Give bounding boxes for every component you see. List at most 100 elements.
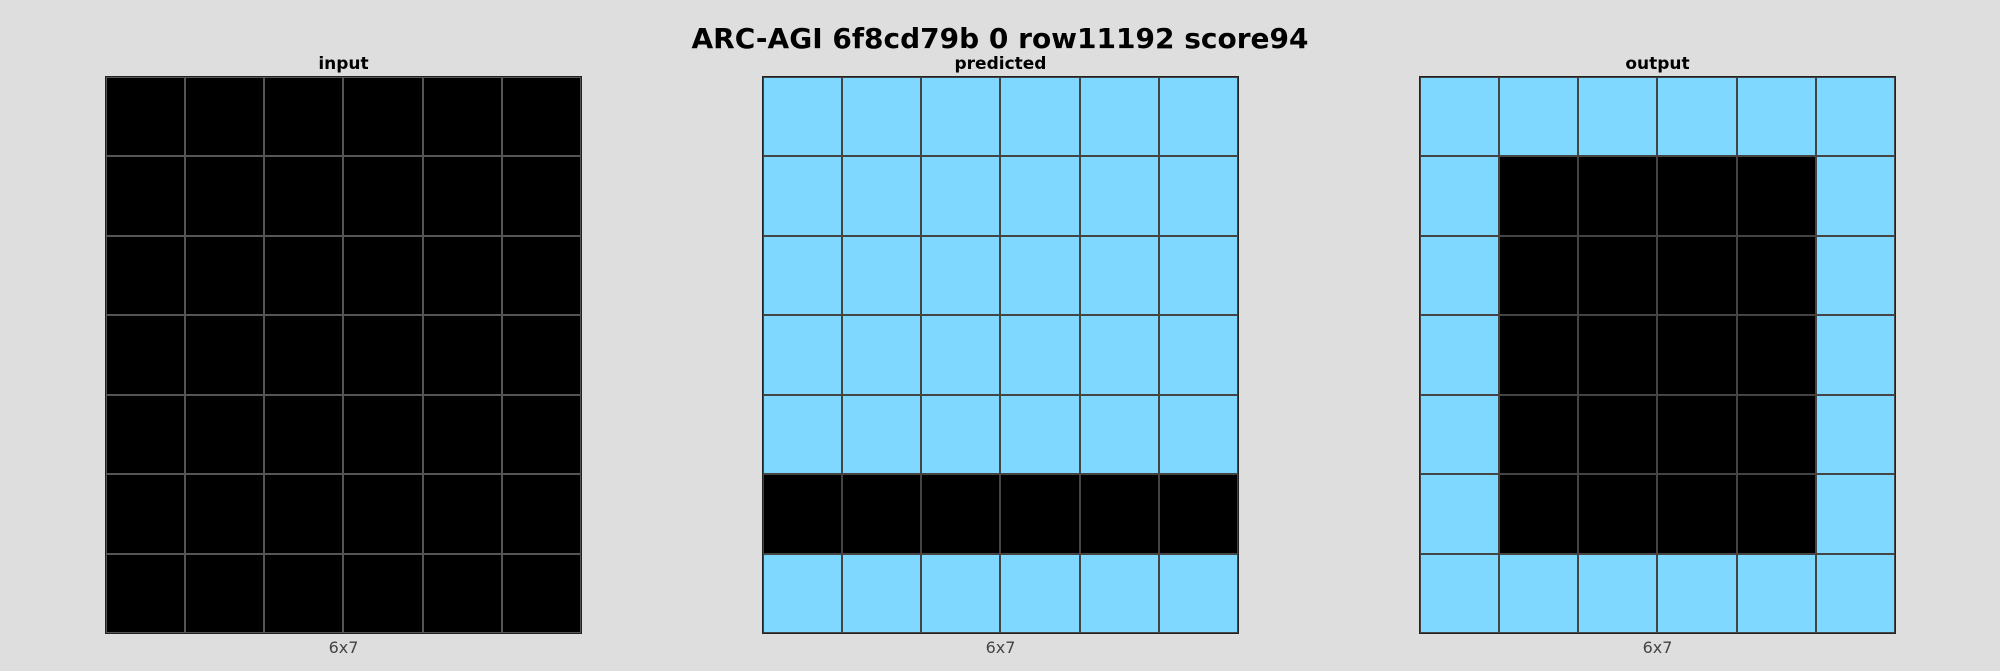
grid-cell bbox=[185, 156, 265, 236]
predicted-grid bbox=[762, 76, 1239, 634]
grid-cell bbox=[763, 474, 843, 554]
grid-cell bbox=[842, 553, 922, 633]
grid-cell bbox=[422, 156, 502, 236]
grid-cell bbox=[1736, 156, 1816, 236]
grid-cell bbox=[501, 474, 581, 554]
grid-cell bbox=[1079, 235, 1159, 316]
grid-cell bbox=[501, 156, 581, 236]
grid-cell bbox=[501, 235, 581, 316]
input-panel: input 6x7 bbox=[105, 52, 582, 657]
grid-cell bbox=[1079, 394, 1159, 475]
grid-cell bbox=[343, 77, 423, 157]
grid-cell bbox=[343, 235, 423, 316]
grid-cell bbox=[343, 315, 423, 395]
grid-cell bbox=[106, 553, 186, 633]
grid-cell bbox=[1000, 553, 1080, 633]
grid-cell bbox=[1079, 553, 1159, 633]
grid-cell bbox=[1499, 394, 1579, 475]
grid-cell bbox=[1158, 315, 1238, 395]
output-panel: output 6x7 bbox=[1419, 52, 1896, 657]
grid-cell bbox=[264, 553, 344, 633]
grid-cell bbox=[1000, 394, 1080, 475]
predicted-dims: 6x7 bbox=[985, 638, 1016, 657]
grid-cell bbox=[501, 553, 581, 633]
grid-cell bbox=[1736, 474, 1816, 554]
grid-cell bbox=[1578, 553, 1658, 633]
output-label: output bbox=[1625, 54, 1690, 74]
grid-cell bbox=[1158, 474, 1238, 554]
grid-cell bbox=[343, 156, 423, 236]
grid-cell bbox=[1736, 553, 1816, 633]
grid-cell bbox=[842, 156, 922, 236]
grid-cell bbox=[264, 156, 344, 236]
grid-cell bbox=[422, 394, 502, 475]
grid-cell bbox=[1158, 394, 1238, 475]
output-dims: 6x7 bbox=[1642, 638, 1673, 657]
grid-cell bbox=[1499, 235, 1579, 316]
grid-cell bbox=[106, 315, 186, 395]
grid-cell bbox=[501, 315, 581, 395]
grid-cell bbox=[1420, 156, 1500, 236]
grid-cell bbox=[422, 474, 502, 554]
grid-cell bbox=[1578, 77, 1658, 157]
grid-cell bbox=[763, 315, 843, 395]
grid-cell bbox=[1000, 235, 1080, 316]
grid-cell bbox=[1499, 474, 1579, 554]
grid-cell bbox=[1736, 394, 1816, 475]
grid-cell bbox=[921, 553, 1001, 633]
grid-cell bbox=[343, 553, 423, 633]
grid-cell bbox=[1657, 553, 1737, 633]
grid-cell bbox=[501, 394, 581, 475]
grid-cell bbox=[1578, 156, 1658, 236]
grid-cell bbox=[921, 235, 1001, 316]
grid-cell bbox=[264, 77, 344, 157]
grid-cell bbox=[921, 156, 1001, 236]
grid-cell bbox=[763, 394, 843, 475]
grid-cell bbox=[1657, 394, 1737, 475]
grid-cell bbox=[1079, 156, 1159, 236]
grid-cell bbox=[343, 474, 423, 554]
grid-cell bbox=[763, 235, 843, 316]
grid-cell bbox=[106, 156, 186, 236]
grid-cell bbox=[1736, 315, 1816, 395]
grid-cell bbox=[422, 315, 502, 395]
grid-cell bbox=[1499, 77, 1579, 157]
grid-cell bbox=[1815, 394, 1895, 475]
grid-cell bbox=[921, 394, 1001, 475]
grid-cell bbox=[1420, 77, 1500, 157]
grid-cell bbox=[422, 235, 502, 316]
input-dims: 6x7 bbox=[328, 638, 359, 657]
input-grid bbox=[105, 76, 582, 634]
grid-cell bbox=[1420, 394, 1500, 475]
grid-cell bbox=[1000, 77, 1080, 157]
grid-cell bbox=[1000, 156, 1080, 236]
grid-cell bbox=[763, 553, 843, 633]
grid-cell bbox=[921, 315, 1001, 395]
grid-cell bbox=[1815, 315, 1895, 395]
grid-cell bbox=[1158, 553, 1238, 633]
grid-cell bbox=[1158, 235, 1238, 316]
grid-cell bbox=[1499, 553, 1579, 633]
grid-cell bbox=[1578, 394, 1658, 475]
grid-cell bbox=[264, 474, 344, 554]
grid-cell bbox=[1657, 235, 1737, 316]
grid-cell bbox=[106, 77, 186, 157]
grid-cell bbox=[1420, 553, 1500, 633]
grid-cell bbox=[422, 77, 502, 157]
grid-cell bbox=[185, 394, 265, 475]
grid-cell bbox=[1578, 235, 1658, 316]
grid-cell bbox=[1815, 235, 1895, 316]
grid-cell bbox=[1158, 77, 1238, 157]
grid-cell bbox=[1499, 156, 1579, 236]
grid-cell bbox=[1420, 235, 1500, 316]
grid-cell bbox=[106, 235, 186, 316]
grid-cell bbox=[1158, 156, 1238, 236]
grid-cell bbox=[185, 553, 265, 633]
grid-cell bbox=[842, 77, 922, 157]
grid-cell bbox=[1079, 77, 1159, 157]
grid-cell bbox=[1000, 474, 1080, 554]
grid-cell bbox=[264, 235, 344, 316]
grid-cell bbox=[1657, 156, 1737, 236]
grid-cell bbox=[1815, 553, 1895, 633]
grid-cell bbox=[763, 77, 843, 157]
